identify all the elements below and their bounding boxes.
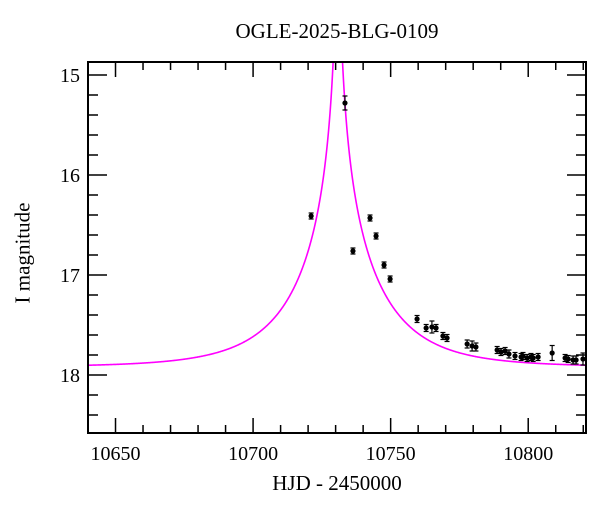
point-marker	[464, 341, 470, 347]
point-marker	[506, 351, 512, 357]
data-point	[308, 212, 314, 220]
point-marker	[423, 325, 429, 331]
point-marker	[473, 344, 479, 350]
point-marker	[498, 349, 504, 355]
point-marker	[342, 100, 348, 106]
data-point	[423, 323, 429, 333]
data-point	[530, 353, 536, 363]
y-tick-label: 15	[60, 65, 80, 87]
data-point	[429, 320, 435, 334]
plot-border	[87, 61, 587, 434]
chart-title: OGLE-2025-BLG-0109	[235, 19, 439, 43]
data-point	[433, 323, 439, 333]
model-curve-group	[88, 62, 586, 367]
point-marker	[433, 325, 439, 331]
data-point	[565, 354, 571, 364]
x-tick-label: 10800	[503, 443, 553, 465]
y-tick-label: 18	[60, 365, 80, 387]
data-point	[414, 314, 420, 324]
data-point	[350, 247, 356, 255]
y-tick-label: 16	[60, 165, 80, 187]
point-marker	[512, 353, 518, 359]
data-point	[473, 342, 479, 352]
point-marker	[440, 333, 446, 339]
data-point	[535, 352, 541, 362]
point-marker	[367, 215, 373, 221]
data-point	[524, 353, 530, 363]
point-marker	[308, 213, 314, 219]
y-axis-title: I magnitude	[10, 202, 35, 304]
data-point	[512, 351, 518, 361]
x-tick-label: 10700	[228, 443, 278, 465]
point-marker	[565, 356, 571, 362]
data-points	[308, 95, 586, 366]
model-curve	[88, 62, 586, 367]
point-marker	[381, 262, 387, 268]
point-marker	[387, 276, 393, 282]
x-axis-title: HJD - 2450000	[272, 471, 402, 495]
point-marker	[502, 348, 508, 354]
data-point	[440, 331, 446, 341]
point-marker	[520, 353, 526, 359]
point-marker	[580, 356, 586, 362]
point-marker	[573, 357, 579, 363]
data-point	[342, 95, 348, 111]
data-point	[494, 345, 500, 355]
data-point	[562, 353, 568, 363]
point-marker	[429, 324, 435, 330]
point-marker	[549, 350, 555, 356]
data-point	[381, 261, 387, 269]
point-marker	[373, 233, 379, 239]
data-point	[464, 339, 470, 349]
data-point	[367, 214, 373, 222]
y-tick-label: 17	[60, 265, 80, 287]
axis-ticks	[89, 63, 585, 432]
x-tick-label: 10650	[91, 443, 141, 465]
point-marker	[350, 248, 356, 254]
point-marker	[414, 316, 420, 322]
data-point	[573, 355, 579, 365]
data-point	[373, 232, 379, 240]
data-point	[520, 351, 526, 361]
data-point	[506, 349, 512, 359]
x-tick-label: 10750	[366, 443, 416, 465]
data-point	[498, 347, 504, 357]
point-marker	[444, 335, 450, 341]
point-marker	[535, 354, 541, 360]
point-marker	[530, 355, 536, 361]
data-point	[444, 333, 450, 343]
data-point	[549, 344, 555, 362]
data-point	[387, 275, 393, 283]
point-marker	[494, 347, 500, 353]
